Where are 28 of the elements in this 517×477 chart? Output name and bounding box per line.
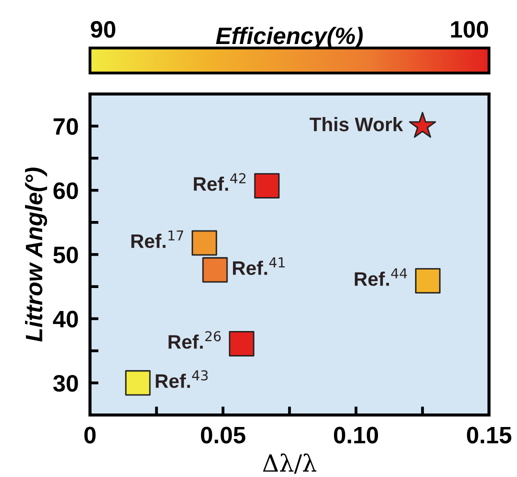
x-tick-label: 0.10: [334, 426, 378, 444]
annotation: Ref.$^{42}$: [194, 173, 246, 191]
point: [228, 331, 254, 356]
y-tick-label: 40: [52, 310, 78, 328]
annotation: Ref.$^{44}$: [354, 268, 408, 286]
annotation: Ref.$^{17}$: [131, 230, 184, 248]
annotation: Ref.$^{41}$: [232, 257, 285, 275]
point: [202, 257, 228, 283]
y-tick-label: 60: [53, 182, 78, 200]
x-tick-label: 0.15: [466, 426, 512, 444]
x-tick-label: 0.05: [200, 426, 246, 444]
point: [125, 370, 151, 396]
annotation: This Work: [310, 117, 404, 132]
y-axis-title: Littrow Angle(°): [25, 168, 48, 342]
point: [415, 268, 441, 294]
point: [254, 173, 280, 199]
point: [408, 112, 436, 138]
y-tick-label: 30: [53, 374, 78, 392]
color-bar-label: 90: [90, 21, 116, 38]
point: [192, 230, 218, 256]
annotation: Ref.$^{26}$: [168, 331, 221, 349]
annotation: Ref.$^{43}$: [156, 370, 208, 388]
color-bar-title: Efficiency(%): [216, 26, 363, 49]
color-bar-label: 100: [451, 21, 488, 38]
x-tick-label: 0: [84, 426, 96, 444]
y-tick-label: 50: [53, 246, 78, 264]
x-axis-title: Δλ/λ: [262, 454, 316, 474]
y-tick-label: 70: [54, 118, 78, 135]
